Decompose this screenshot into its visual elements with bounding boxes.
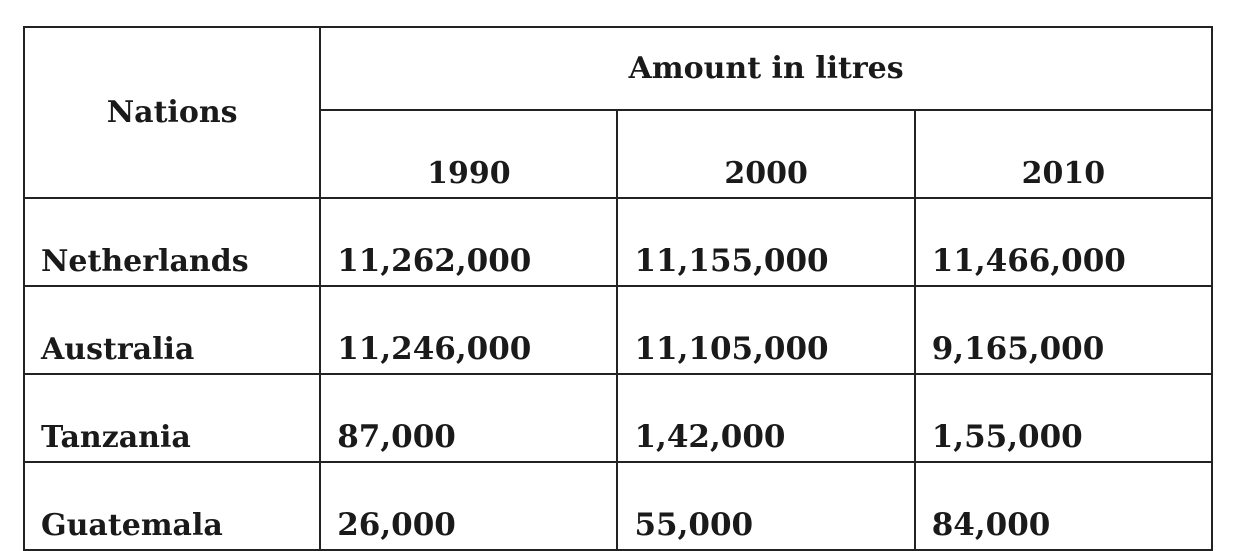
data-table: Nations Amount in litres 1990 2000 2010 … (22, 26, 1214, 551)
year-header-2000: 2000 (616, 109, 916, 199)
value-cell: 11,262,000 (319, 197, 619, 287)
table-row: Tanzania 87,000 1,42,000 1,55,000 (22, 373, 1214, 463)
value-cell: 55,000 (616, 461, 916, 551)
value-cell: 26,000 (319, 461, 619, 551)
value-cell: 1,42,000 (616, 373, 916, 463)
table-row: Australia 11,246,000 11,105,000 9,165,00… (22, 285, 1214, 375)
value-cell: 11,466,000 (913, 197, 1214, 287)
amount-header: Amount in litres (319, 26, 1213, 111)
year-header-1990: 1990 (319, 109, 619, 199)
nation-cell: Tanzania (22, 373, 322, 463)
table-head: Nations Amount in litres 1990 2000 2010 (22, 26, 1214, 199)
value-cell: 9,165,000 (913, 285, 1214, 375)
year-header-2010: 2010 (913, 109, 1214, 199)
value-cell: 11,155,000 (616, 197, 916, 287)
value-cell: 11,246,000 (319, 285, 619, 375)
header-row-years: 1990 2000 2010 (24, 109, 1214, 199)
nation-cell: Guatemala (22, 461, 322, 551)
nation-cell: Netherlands (22, 197, 322, 287)
value-cell: 1,55,000 (913, 373, 1214, 463)
value-cell: 87,000 (319, 373, 619, 463)
table-row: Netherlands 11,262,000 11,155,000 11,466… (22, 197, 1214, 287)
nation-cell: Australia (22, 285, 322, 375)
value-cell: 84,000 (913, 461, 1214, 551)
value-cell: 11,105,000 (616, 285, 916, 375)
nations-header: Nations (22, 26, 322, 199)
header-row-top: Nations Amount in litres (22, 26, 1213, 199)
table-row: Guatemala 26,000 55,000 84,000 (22, 461, 1214, 551)
table-body: Netherlands 11,262,000 11,155,000 11,466… (22, 197, 1214, 551)
